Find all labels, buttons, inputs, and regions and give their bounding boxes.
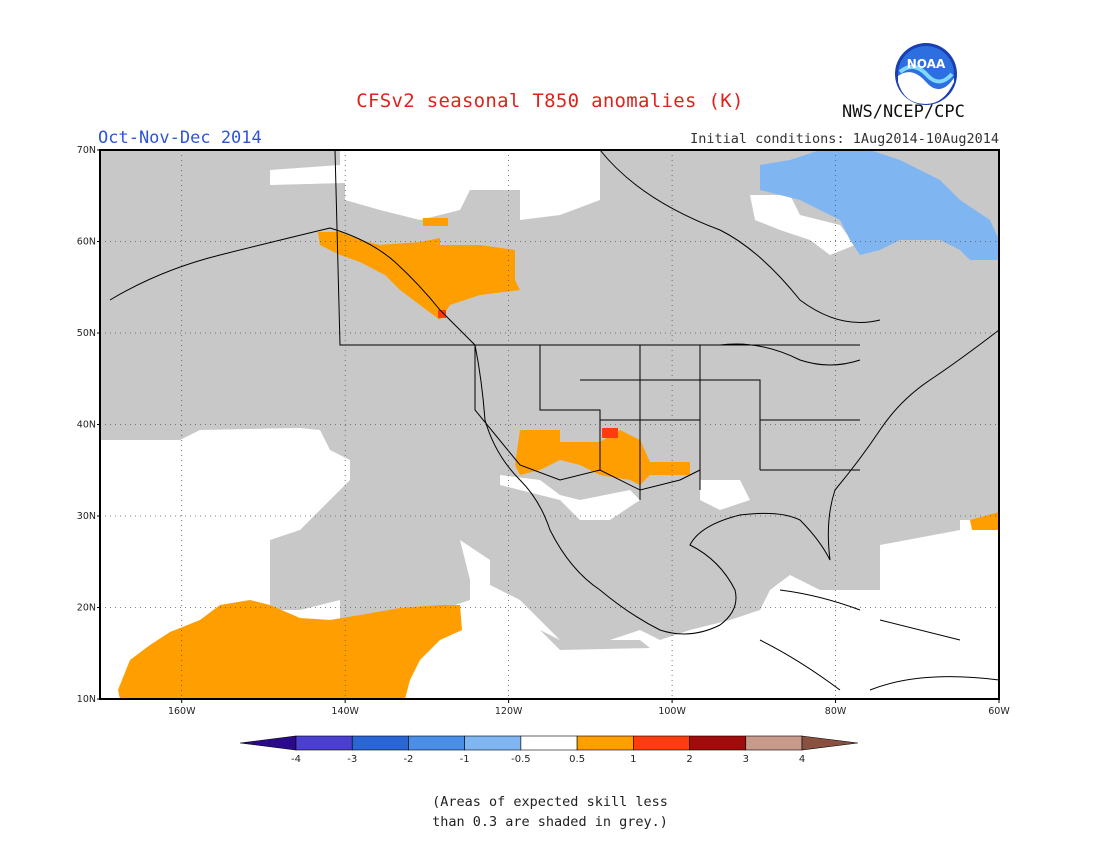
colorbar-label: -3 (347, 754, 357, 765)
lon-label-120W: 120W (495, 706, 523, 717)
colorbar-label: 3 (743, 754, 749, 765)
map-panel (99, 149, 1000, 700)
season-label: Oct-Nov-Dec 2014 (98, 128, 262, 148)
lon-label-160W: 160W (168, 706, 196, 717)
lon-label-60W: 60W (988, 706, 1010, 717)
skill-note: (Areas of expected skill less than 0.3 a… (0, 792, 1100, 832)
logo-text: NOAA (907, 57, 946, 71)
colorbar-label: 2 (686, 754, 692, 765)
warm-anomaly-regions (118, 218, 999, 699)
lat-label-30N: 30N (77, 511, 96, 522)
lat-label-70N: 70N (77, 145, 96, 156)
colorbar-max-arrow (801, 735, 859, 751)
low-skill-shading (100, 150, 999, 650)
colorbar-swatch (408, 735, 465, 751)
lon-label-80W: 80W (825, 706, 847, 717)
white-regions (345, 183, 855, 590)
noaa-logo: NOAA (895, 43, 957, 105)
colorbar-swatch (295, 735, 353, 751)
initial-conditions-label: Initial conditions: 1Aug2014-10Aug2014 (690, 131, 999, 147)
strong-warm-anomaly-regions (438, 310, 618, 438)
lat-label-60N: 60N (77, 237, 96, 248)
colorbar-swatch (633, 735, 690, 751)
colorbar-swatch (351, 735, 409, 751)
colorbar-swatch (520, 735, 578, 751)
chart-title: CFSv2 seasonal T850 anomalies (K) (356, 90, 744, 112)
longitude-labels: 160W 140W 120W 100W 80W 60W (168, 699, 1010, 717)
colorbar-swatch (745, 735, 803, 751)
lon-label-140W: 140W (331, 706, 359, 717)
agency-label: NWS/NCEP/CPC (842, 102, 965, 122)
lat-label-10N: 10N (77, 694, 96, 705)
colorbar-label: 1 (630, 754, 636, 765)
colorbar-swatch (464, 735, 522, 751)
colorbar-label: -0.5 (511, 754, 531, 765)
colorbar-swatch (689, 735, 747, 751)
skill-note-line-2: than 0.3 are shaded in grey.) (432, 814, 668, 830)
coastlines (109, 149, 1000, 691)
lat-label-40N: 40N (77, 420, 96, 431)
colorbar-label: -4 (291, 754, 301, 765)
colorbar-min-arrow (239, 735, 297, 751)
lon-label-100W: 100W (658, 706, 686, 717)
colorbar-label: -1 (460, 754, 470, 765)
skill-note-line-1: (Areas of expected skill less (432, 794, 668, 810)
cold-anomaly-region (760, 150, 999, 260)
lat-label-20N: 20N (77, 603, 96, 614)
colorbar: -4 -3 -2 -1 -0.5 0.5 1 2 3 4 (239, 735, 859, 765)
colorbar-swatch (576, 735, 634, 751)
latitude-labels: 10N 20N 30N 40N 50N 60N 70N (77, 145, 100, 705)
colorbar-label: 0.5 (569, 754, 585, 765)
colorbar-label: -2 (403, 754, 413, 765)
lat-label-50N: 50N (77, 328, 96, 339)
colorbar-label: 4 (799, 754, 805, 765)
